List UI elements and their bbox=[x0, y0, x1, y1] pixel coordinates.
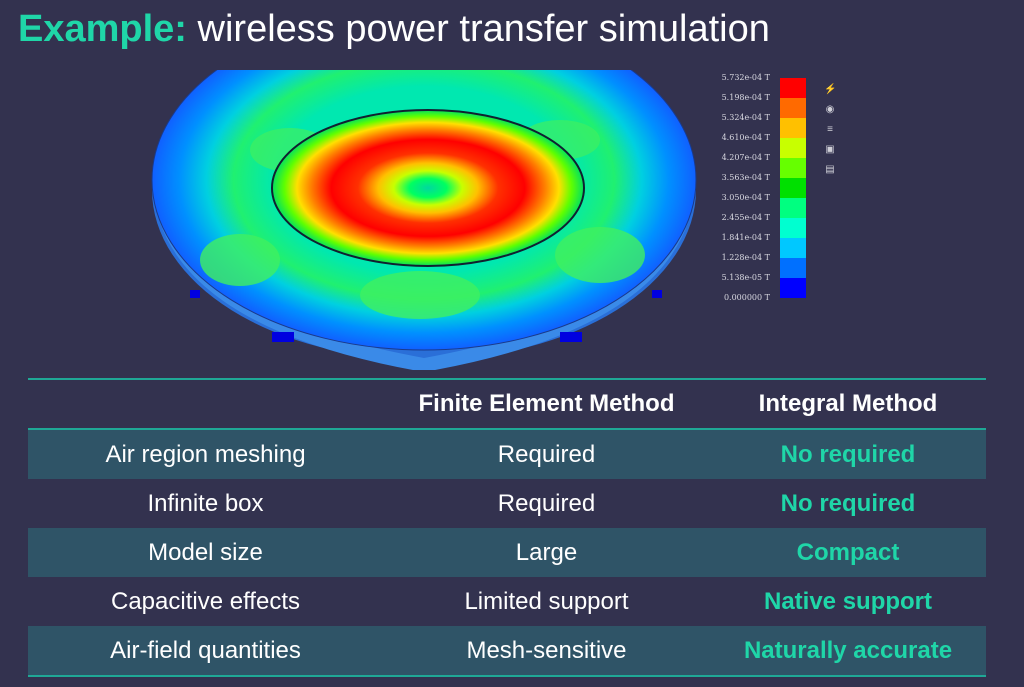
integral-cell: Naturally accurate bbox=[743, 636, 953, 664]
legend-swatch bbox=[780, 78, 806, 98]
table-row: Air-field quantities Mesh-sensitive Natu… bbox=[28, 626, 986, 677]
legend-swatch bbox=[780, 218, 806, 238]
fem-cell: Required bbox=[497, 440, 596, 468]
legend-label: 0.000000 T bbox=[723, 293, 770, 302]
legend-label: 5.198e-04 T bbox=[721, 93, 770, 102]
table-row: Infinite box Required No required bbox=[28, 479, 986, 528]
row-label: Infinite box bbox=[147, 489, 264, 517]
lock-icon[interactable]: ▣ bbox=[825, 144, 835, 155]
save-icon[interactable]: ▤ bbox=[825, 164, 835, 175]
legend-swatch bbox=[780, 278, 806, 298]
fem-cell: Large bbox=[515, 538, 578, 566]
fem-cell: Mesh-sensitive bbox=[466, 636, 627, 664]
legend-label: 3.563e-04 T bbox=[721, 173, 770, 182]
list-icon[interactable]: ≡ bbox=[827, 124, 833, 135]
legend-label: 5.138e-05 T bbox=[721, 273, 770, 282]
row-label: Capacitive effects bbox=[111, 587, 300, 615]
legend-label: 1.841e-04 T bbox=[721, 233, 770, 242]
legend-label: 4.207e-04 T bbox=[721, 153, 770, 162]
header-cell: Integral Method bbox=[758, 390, 938, 417]
legend-label: 1.228e-04 T bbox=[721, 253, 770, 262]
comparison-table: Finite Element Method Integral Method Ai… bbox=[28, 378, 986, 677]
legend-label: 5.732e-04 T bbox=[721, 73, 770, 82]
legend-swatch bbox=[780, 138, 806, 158]
lightning-icon[interactable]: ⚡ bbox=[824, 84, 837, 95]
table-row: Capacitive effects Limited support Nativ… bbox=[28, 577, 986, 626]
legend-label: 3.050e-04 T bbox=[721, 193, 770, 202]
row-label: Model size bbox=[148, 538, 263, 566]
integral-cell: No required bbox=[780, 489, 916, 517]
field-simulation-image bbox=[151, 70, 697, 370]
integral-cell: No required bbox=[780, 440, 916, 468]
row-label: Air-field quantities bbox=[110, 636, 301, 664]
view-icon[interactable]: ◉ bbox=[825, 104, 835, 115]
coil-region bbox=[271, 109, 585, 267]
legend-swatch bbox=[780, 258, 806, 278]
legend-label: 4.610e-04 T bbox=[721, 133, 770, 142]
legend-swatch bbox=[780, 238, 806, 258]
integral-cell: Compact bbox=[796, 538, 900, 566]
legend-swatch bbox=[780, 98, 806, 118]
legend-swatch bbox=[780, 158, 806, 178]
slide-title: Example: wireless power transfer simulat… bbox=[18, 8, 770, 51]
legend-swatch bbox=[780, 178, 806, 198]
header-cell: Finite Element Method bbox=[418, 390, 675, 417]
table-row: Air region meshing Required No required bbox=[28, 430, 986, 479]
integral-cell: Native support bbox=[763, 587, 933, 615]
title-accent: Example: bbox=[18, 8, 187, 50]
title-text: wireless power transfer simulation bbox=[186, 8, 770, 50]
legend-swatch bbox=[780, 118, 806, 138]
legend-label: 2.455e-04 T bbox=[721, 213, 770, 222]
fem-cell: Limited support bbox=[464, 587, 629, 615]
color-legend: 5.732e-04 T 5.198e-04 T 5.324e-04 T 4.610e-… bbox=[700, 73, 850, 308]
fem-cell: Required bbox=[497, 489, 596, 517]
table-header-row: Finite Element Method Integral Method bbox=[28, 380, 986, 430]
legend-label: 5.324e-04 T bbox=[721, 113, 770, 122]
row-label: Air region meshing bbox=[105, 440, 306, 468]
table-row: Model size Large Compact bbox=[28, 528, 986, 577]
legend-swatch bbox=[780, 198, 806, 218]
